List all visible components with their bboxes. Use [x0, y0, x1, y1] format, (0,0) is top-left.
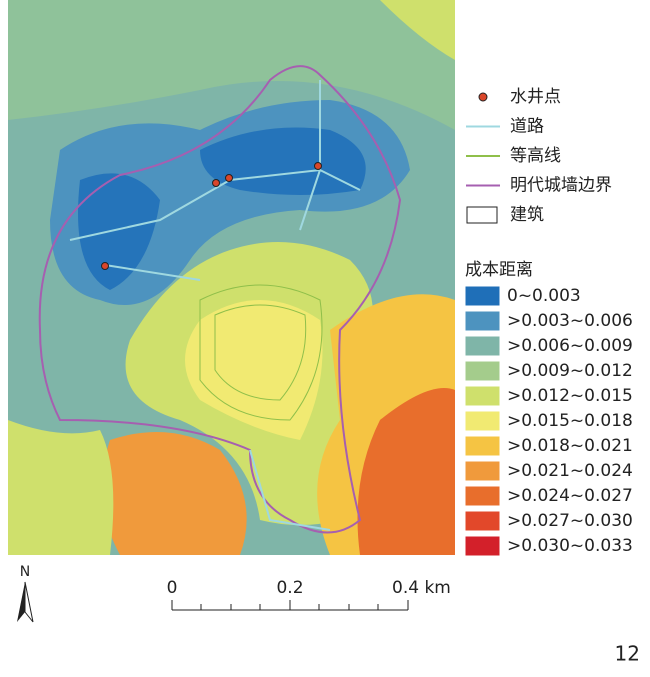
legend-symbol: [478, 92, 488, 102]
legend-swatch: [464, 285, 501, 307]
legend-label: >0.012~0.015: [507, 386, 633, 406]
legend-label: >0.009~0.012: [507, 361, 633, 381]
legend-swatch: [464, 435, 501, 457]
legend-swatch: [464, 385, 501, 407]
scale-label: 0: [167, 578, 178, 598]
legend-swatch: [464, 510, 501, 532]
legend-swatch: [464, 410, 501, 432]
north-arrow: [24, 581, 34, 623]
legend-label: >0.024~0.027: [507, 486, 633, 506]
legend-swatch: [464, 460, 501, 482]
legend-label: >0.030~0.033: [507, 536, 633, 556]
legend-swatch: [464, 335, 501, 357]
legend-swatch: [464, 535, 501, 557]
map: [8, 0, 455, 555]
legend-label: >0.021~0.024: [507, 461, 633, 481]
legend-title: 成本距离: [465, 260, 533, 280]
north-label: N: [20, 564, 30, 580]
legend-swatch: [464, 360, 501, 382]
legend-label: 水井点: [510, 87, 561, 107]
legend-label: >0.006~0.009: [507, 336, 633, 356]
page-number: 12: [615, 642, 640, 666]
legend-symbol: [466, 206, 498, 224]
legend-label: >0.027~0.030: [507, 511, 633, 531]
legend-label: 明代城墙边界: [510, 176, 612, 196]
scale-label: 0.4 km: [392, 578, 451, 598]
legend-label: >0.018~0.021: [507, 436, 633, 456]
legend-label: 等高线: [510, 146, 561, 166]
legend-label: >0.003~0.006: [507, 311, 633, 331]
legend-swatch: [464, 310, 501, 332]
legend-swatch: [464, 485, 501, 507]
legend-label: 道路: [510, 117, 544, 137]
legend-label: >0.015~0.018: [507, 411, 633, 431]
legend-label: 0~0.003: [507, 286, 581, 306]
scale-bar: [171, 600, 409, 611]
legend-label: 建筑: [510, 205, 544, 225]
scale-label: 0.2: [276, 578, 303, 598]
north-arrow: [17, 582, 25, 622]
